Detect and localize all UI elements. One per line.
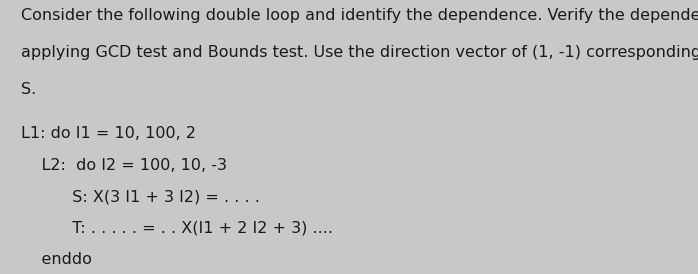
Text: enddo: enddo bbox=[21, 252, 92, 267]
Text: T: . . . . . = . . X(I1 + 2 I2 + 3) ....: T: . . . . . = . . X(I1 + 2 I2 + 3) .... bbox=[21, 221, 333, 236]
Text: S.: S. bbox=[21, 82, 36, 97]
Text: Consider the following double loop and identify the dependence. Verify the depen: Consider the following double loop and i… bbox=[21, 8, 698, 23]
Text: L2:  do I2 = 100, 10, -3: L2: do I2 = 100, 10, -3 bbox=[21, 158, 227, 173]
Text: L1: do I1 = 10, 100, 2: L1: do I1 = 10, 100, 2 bbox=[21, 126, 196, 141]
Text: applying GCD test and Bounds test. Use the direction vector of (1, -1) correspon: applying GCD test and Bounds test. Use t… bbox=[21, 45, 698, 60]
Text: S: X(3 I1 + 3 I2) = . . . .: S: X(3 I1 + 3 I2) = . . . . bbox=[21, 189, 260, 204]
